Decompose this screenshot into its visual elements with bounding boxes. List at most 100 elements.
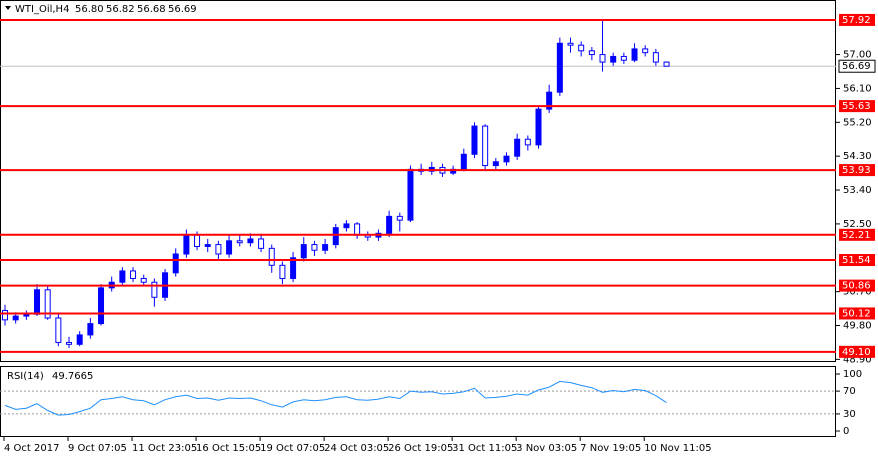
candle-body (236, 240, 243, 244)
candle-body (311, 244, 318, 251)
candle-body (343, 223, 350, 229)
x-tick-label: 24 Oct 03:05 (324, 443, 389, 454)
candle-body (183, 234, 190, 255)
candle-body (492, 161, 499, 167)
x-tick-label: 7 Nov 19:05 (580, 443, 641, 454)
y-tick-label: 53.40 (843, 185, 872, 196)
rsi-line (4, 380, 667, 416)
x-tick-label: 26 Oct 19:05 (388, 443, 453, 454)
price-panel (0, 0, 836, 362)
candle-body (620, 55, 627, 61)
level-label: 50.86 (842, 281, 871, 292)
y-tick-label: 56.10 (843, 83, 872, 94)
candle-body (460, 153, 467, 170)
candle-body (503, 155, 510, 163)
candle-body (172, 253, 179, 274)
candle-body (354, 223, 361, 236)
y-tick-label: 48.90 (843, 354, 872, 365)
x-tick-label: 10 Nov 11:05 (644, 443, 711, 454)
x-tick-label: 31 Oct 11:05 (452, 443, 517, 454)
y-tick-label: 49.80 (843, 320, 872, 331)
level-label: 51.54 (842, 255, 871, 266)
candle-body (215, 244, 222, 255)
candle-body (652, 52, 659, 63)
candle-body (140, 277, 147, 283)
level-tag (839, 279, 875, 292)
last-price-tag (838, 59, 876, 73)
y-tick-label: 55.20 (843, 117, 872, 128)
last-price-label: 56.69 (842, 61, 871, 72)
menu-arrow (5, 6, 11, 10)
candle-body (279, 264, 286, 279)
candle-body (332, 227, 339, 246)
level-tag (839, 164, 875, 177)
candle-body (396, 215, 403, 221)
level-tag (839, 345, 875, 358)
candle-body (556, 42, 563, 93)
candle-body (471, 125, 478, 155)
candle-body (663, 61, 670, 67)
candle-body (514, 138, 521, 157)
header-value: 56.69 (168, 4, 197, 15)
candle-body (546, 91, 553, 110)
level-label: 50.12 (842, 308, 871, 319)
rsi-tick-label: 0 (843, 426, 849, 437)
candle-body (258, 238, 265, 249)
candle-body (23, 313, 30, 317)
candle-body (247, 238, 254, 244)
rsi-tick-label: 100 (843, 369, 862, 380)
level-tag (839, 254, 875, 267)
x-tick-label: 4 Oct 2017 (4, 443, 59, 454)
level-label: 57.92 (842, 15, 871, 26)
level-label: 49.10 (842, 347, 871, 358)
rsi-tick-label: 30 (843, 409, 856, 420)
candle-body (226, 240, 233, 255)
y-tick-label: 50.70 (843, 287, 872, 298)
candle-body (482, 125, 489, 167)
candle-body (119, 270, 126, 283)
candle-body (578, 44, 585, 52)
x-tick-label: 19 Oct 07:05 (260, 443, 325, 454)
candle-body (631, 48, 638, 61)
candle-body (386, 215, 393, 234)
candle-body (2, 309, 8, 321)
rsi-value: 49.7665 (52, 371, 93, 382)
candle-body (599, 54, 606, 63)
header-value: 56.82 (106, 4, 135, 15)
rsi-panel (0, 366, 836, 437)
candle-body (407, 168, 414, 221)
candle-body (290, 257, 297, 279)
candle-body (300, 244, 307, 259)
candle-body (322, 244, 329, 251)
candle-body (524, 138, 531, 146)
rsi-tick-label: 70 (843, 386, 856, 397)
symbol: WTI_Oil,H4 (15, 4, 69, 15)
level-label: 55.63 (842, 101, 871, 112)
header-value: 56.68 (137, 4, 166, 15)
level-label: 52.21 (842, 230, 871, 241)
candle-body (12, 315, 19, 321)
candle-body (76, 334, 83, 345)
rsi-title: RSI(14) (7, 371, 44, 382)
candle-body (204, 244, 211, 247)
x-tick-label: 11 Oct 23:05 (132, 443, 197, 454)
y-tick-label: 57.00 (843, 50, 872, 61)
y-tick-label: 52.50 (843, 219, 872, 230)
level-tag (839, 100, 875, 113)
candle-body (642, 48, 649, 54)
x-tick-label: 3 Nov 03:05 (516, 443, 577, 454)
candle-body (567, 42, 574, 46)
candle-body (151, 281, 158, 298)
candle-body (588, 50, 595, 56)
candle-body (194, 234, 201, 247)
level-tag (839, 307, 875, 320)
header-value: 56.80 (75, 4, 104, 15)
level-label: 53.93 (842, 165, 871, 176)
candle-body (34, 289, 41, 315)
candle-body (87, 323, 94, 336)
y-tick-label: 54.30 (843, 151, 872, 162)
candle-body (268, 247, 275, 266)
x-tick-label: 9 Oct 07:05 (68, 443, 127, 454)
candle-body (55, 317, 62, 343)
